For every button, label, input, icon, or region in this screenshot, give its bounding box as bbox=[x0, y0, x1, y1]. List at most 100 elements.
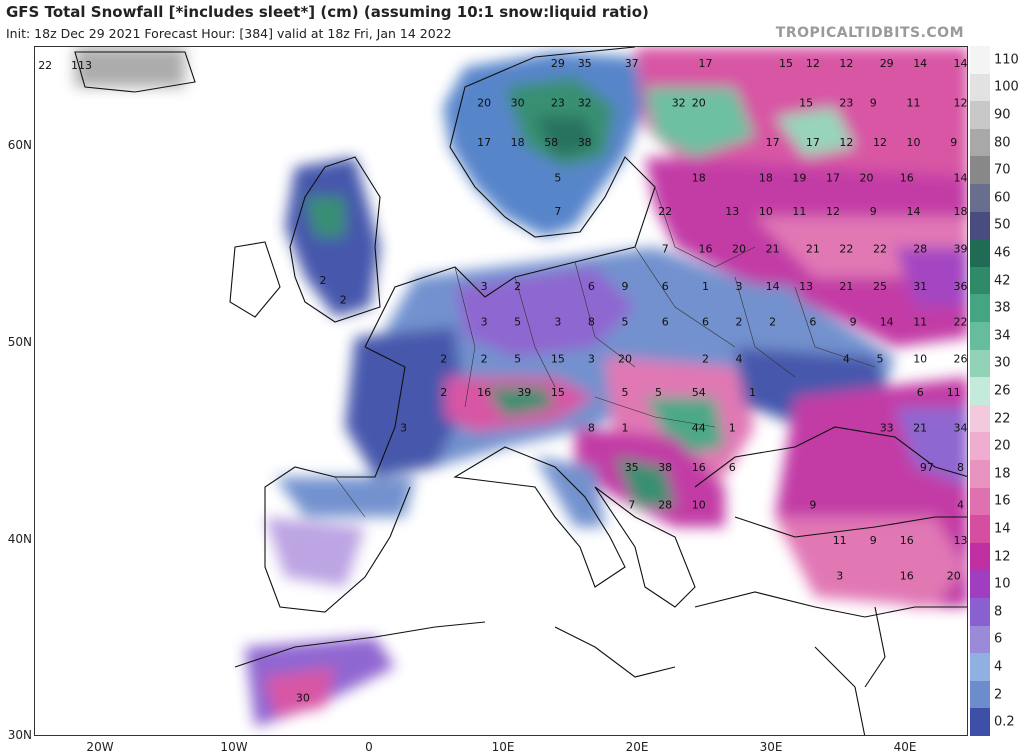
legend-swatch bbox=[970, 377, 990, 406]
legend-swatch bbox=[970, 266, 990, 295]
snowfall-value-label: 22 bbox=[658, 205, 672, 218]
snowfall-value-label: 21 bbox=[766, 242, 780, 255]
snowfall-value-label: 11 bbox=[833, 534, 847, 547]
snowfall-value-label: 13 bbox=[799, 280, 813, 293]
snowfall-value-label: 31 bbox=[913, 280, 927, 293]
snowfall-value-label: 5 bbox=[622, 315, 629, 328]
snowfall-value-label: 14 bbox=[907, 205, 921, 218]
snowfall-value-label: 13 bbox=[954, 534, 968, 547]
legend-swatch bbox=[970, 515, 990, 544]
legend-swatch bbox=[970, 404, 990, 433]
legend-label: 90 bbox=[994, 107, 1011, 123]
legend-label: 34 bbox=[994, 328, 1011, 344]
snowfall-value-label: 20 bbox=[732, 242, 746, 255]
legend-swatch bbox=[970, 487, 990, 516]
snowfall-value-label: 6 bbox=[662, 280, 669, 293]
snowfall-value-label: 9 bbox=[870, 97, 877, 110]
snowfall-value-label: 17 bbox=[477, 136, 491, 149]
snowfall-value-label: 32 bbox=[672, 97, 686, 110]
legend-label: 6 bbox=[994, 631, 1003, 647]
lat-label-60n: 60N bbox=[7, 138, 32, 152]
snowfall-value-label: 15 bbox=[799, 97, 813, 110]
snowfall-value-label: 23 bbox=[839, 97, 853, 110]
legend-label: 42 bbox=[994, 273, 1011, 289]
brand-watermark: TROPICALTIDBITS.COM bbox=[775, 25, 964, 41]
snowfall-value-label: 18 bbox=[511, 136, 525, 149]
snowfall-value-label: 11 bbox=[907, 97, 921, 110]
snowfall-value-label: 12 bbox=[954, 97, 968, 110]
snowfall-value-label: 18 bbox=[954, 205, 968, 218]
snowfall-value-label: 17 bbox=[766, 136, 780, 149]
snowfall-value-label: 23 bbox=[551, 97, 565, 110]
legend-swatch bbox=[970, 598, 990, 627]
snowfall-value-label: 58 bbox=[544, 136, 558, 149]
snowfall-value-label: 21 bbox=[806, 242, 820, 255]
snowfall-value-label: 113 bbox=[71, 59, 92, 72]
legend-swatch bbox=[970, 322, 990, 351]
snowfall-value-label: 6 bbox=[809, 315, 816, 328]
snowfall-value-label: 9 bbox=[850, 315, 857, 328]
legend-swatch bbox=[970, 708, 990, 737]
legend-label: 0.2 bbox=[994, 714, 1015, 730]
snowfall-value-label: 14 bbox=[880, 315, 894, 328]
legend-swatch bbox=[970, 294, 990, 323]
snowfall-value-label: 6 bbox=[662, 315, 669, 328]
legend-swatch bbox=[970, 211, 990, 240]
snowfall-value-label: 12 bbox=[806, 57, 820, 70]
snowfall-value-label: 11 bbox=[913, 315, 927, 328]
legend-label: 10 bbox=[994, 576, 1011, 592]
snowfall-value-label: 16 bbox=[699, 242, 713, 255]
snowfall-value-label: 17 bbox=[806, 136, 820, 149]
snowfall-value-label: 22 bbox=[38, 59, 52, 72]
snowfall-value-label: 44 bbox=[692, 422, 706, 435]
snowfall-value-label: 6 bbox=[729, 461, 736, 474]
snowfall-value-label: 54 bbox=[692, 386, 706, 399]
snowfall-value-label: 16 bbox=[900, 172, 914, 185]
snowfall-value-label: 8 bbox=[588, 315, 595, 328]
snowfall-value-label: 7 bbox=[628, 499, 635, 512]
snowfall-value-label: 29 bbox=[880, 57, 894, 70]
snowfall-value-label: 10 bbox=[907, 136, 921, 149]
legend-swatch bbox=[970, 625, 990, 654]
snowfall-value-label: 39 bbox=[954, 242, 968, 255]
legend-label: 50 bbox=[994, 217, 1011, 233]
snowfall-value-label: 14 bbox=[766, 280, 780, 293]
legend-label: 4 bbox=[994, 659, 1003, 675]
snowfall-value-label: 14 bbox=[954, 57, 968, 70]
snowfall-value-label: 10 bbox=[692, 499, 706, 512]
legend-swatch bbox=[970, 239, 990, 268]
lat-label-50n: 50N bbox=[7, 335, 32, 349]
legend-swatch bbox=[970, 349, 990, 378]
snowfall-value-label: 17 bbox=[826, 172, 840, 185]
snowfall-value-label: 34 bbox=[954, 422, 968, 435]
map-title: GFS Total Snowfall [*includes sleet*] (c… bbox=[6, 3, 649, 21]
snowfall-value-label: 6 bbox=[702, 315, 709, 328]
snowfall-value-label: 2 bbox=[440, 386, 447, 399]
legend-label: 18 bbox=[994, 466, 1011, 482]
snowfall-value-label: 30 bbox=[511, 97, 525, 110]
snowfall-value-label: 10 bbox=[759, 205, 773, 218]
legend-swatch bbox=[970, 46, 990, 75]
lon-label-30e: 30E bbox=[759, 740, 783, 754]
snowfall-value-label: 12 bbox=[839, 57, 853, 70]
snowfall-value-label: 5 bbox=[877, 353, 884, 366]
snowfall-value-label: 3 bbox=[481, 315, 488, 328]
snowfall-value-label: 5 bbox=[514, 315, 521, 328]
forecast-info: Init: 18z Dec 29 2021 Forecast Hour: [38… bbox=[6, 26, 452, 41]
snowfall-value-label: 35 bbox=[625, 461, 639, 474]
snowfall-value-label: 97 bbox=[920, 461, 934, 474]
map-header: GFS Total Snowfall [*includes sleet*] (c… bbox=[4, 3, 1016, 43]
snowfall-value-label: 2 bbox=[769, 315, 776, 328]
snowfall-value-label: 7 bbox=[554, 205, 561, 218]
snowfall-value-label: 9 bbox=[809, 499, 816, 512]
snowfall-value-label: 2 bbox=[702, 353, 709, 366]
legend-swatch bbox=[970, 184, 990, 213]
snowfall-value-label: 16 bbox=[900, 569, 914, 582]
lon-label-40e: 40E bbox=[893, 740, 917, 754]
legend-swatch bbox=[970, 460, 990, 489]
snowfall-value-label: 29 bbox=[551, 57, 565, 70]
snowfall-value-label: 3 bbox=[836, 569, 843, 582]
snowfall-value-label: 22 bbox=[954, 315, 968, 328]
legend-label: 38 bbox=[994, 300, 1011, 316]
